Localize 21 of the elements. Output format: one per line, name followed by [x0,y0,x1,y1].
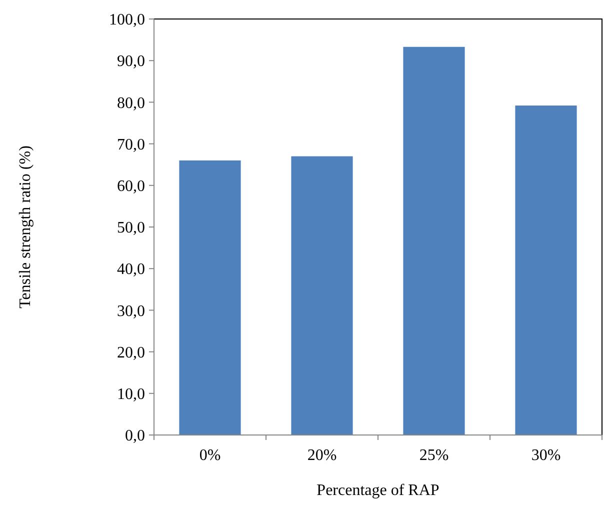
bar [515,106,577,435]
y-tick-label: 10,0 [117,386,145,403]
y-tick-label: 90,0 [117,53,145,70]
x-tick-label: 30% [531,447,561,464]
y-tick-label: 70,0 [117,136,145,154]
y-tick-label: 0,0 [125,428,145,445]
x-axis-title: Percentage of RAP [316,482,440,499]
y-tick-label: 30,0 [117,302,145,320]
y-tick-label: 50,0 [117,220,145,237]
y-tick-label: 60,0 [117,178,145,195]
bar [403,46,465,435]
x-tick-label: 20% [307,447,337,464]
y-tick-label: 40,0 [117,261,145,278]
x-tick-label: 0% [199,447,221,464]
y-tick-label: 100,0 [109,12,145,29]
y-tick-label: 80,0 [117,94,145,112]
y-tick-label: 20,0 [117,344,145,362]
x-tick-label: 25% [419,447,449,464]
bar [179,160,241,435]
y-axis-title: Tensile strength ratio (%) [17,146,34,308]
bar [291,156,353,435]
